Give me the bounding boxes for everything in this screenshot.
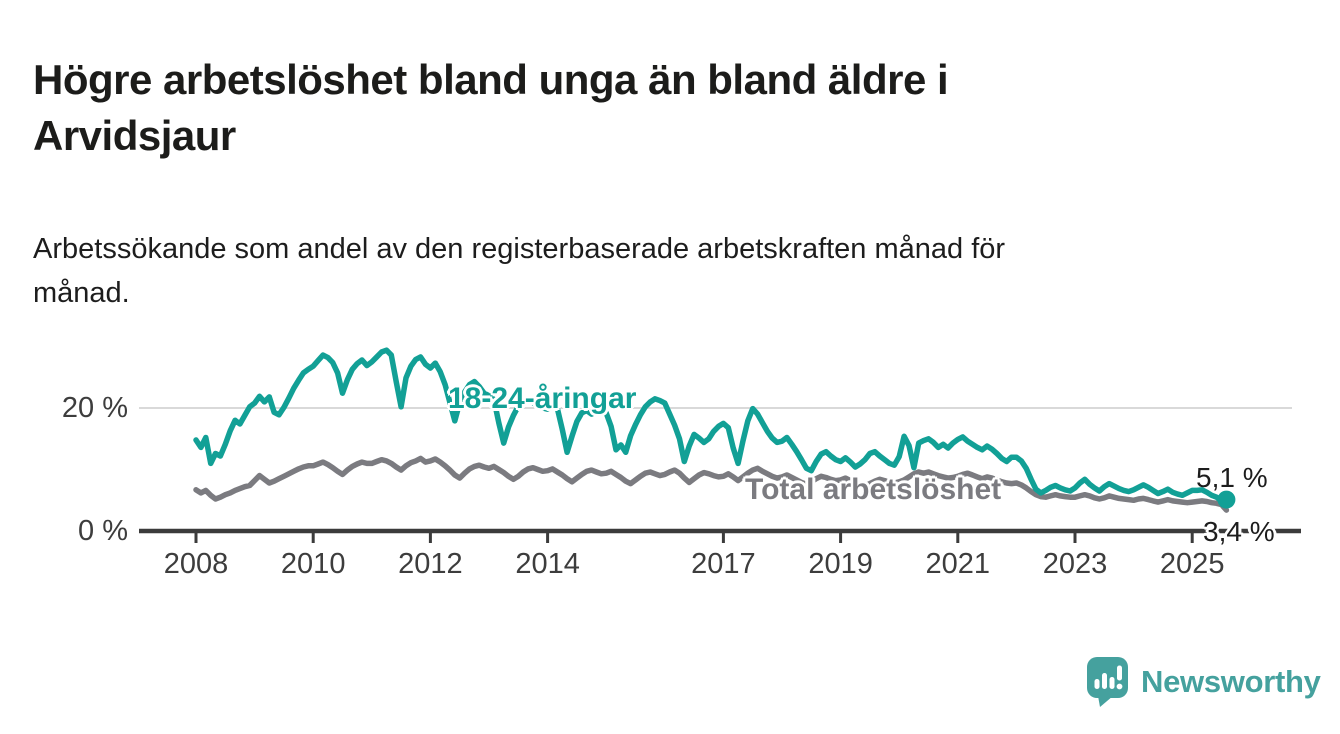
series-label-total-arbetsloshet: Total arbetslöshet [745,473,1002,506]
series-line-18-24-åringar [193,347,1230,504]
newsworthy-logo-text: Newsworthy [1141,664,1321,699]
end-value-label-18-24: 5,1 % [1196,462,1268,493]
x-axis-label-2014: 2014 [515,548,580,580]
x-axis-label-2021: 2021 [925,548,991,580]
series-line-Total arbetslöshet [193,455,1230,513]
chart-subtitle: Arbetssökande som andel av den registerb… [33,233,1006,310]
x-axis-label-2008: 2008 [163,548,229,580]
x-axis-label-2012: 2012 [398,548,463,580]
x-axis-label-2019: 2019 [808,548,873,580]
chart-title: Högre arbetslöshet bland unga än bland ä… [33,56,949,159]
newsworthy-logo: Newsworthy [1086,656,1321,708]
x-axis-label-2023: 2023 [1042,548,1108,580]
x-axis-label-2025: 2025 [1159,548,1225,580]
x-axis-label-2010: 2010 [280,548,346,580]
end-value-label-total: 3,4 % [1203,516,1275,547]
newsworthy-logo-icon [1087,657,1128,707]
y-axis-label-0: 0 % [78,515,128,547]
series-label-18-24-aringar: 18-24-åringar [448,382,637,415]
x-axis-label-2017: 2017 [691,548,756,580]
series-end-dot [1217,490,1236,509]
y-axis-label-20: 20 % [61,392,128,424]
